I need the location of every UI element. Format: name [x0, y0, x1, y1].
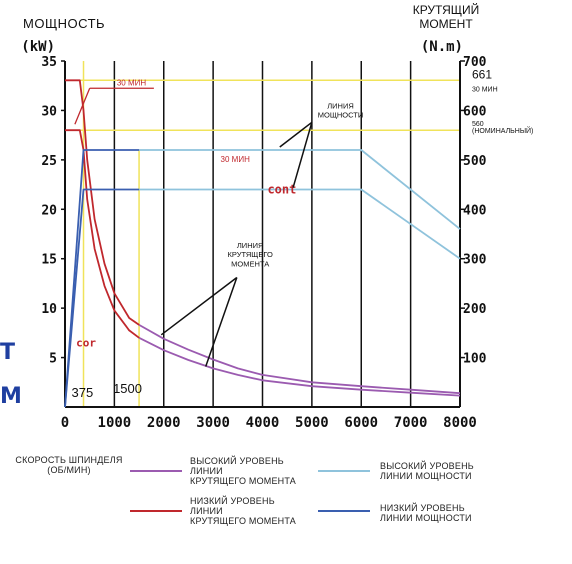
legend-text: КРУТЯЩЕГО МОМЕНТА [190, 516, 296, 526]
annotation-arrow-power [279, 121, 313, 148]
left-tick-label: 15 [41, 253, 57, 268]
annotation-30min-top: 30 МИН [117, 78, 147, 87]
cropped-text-fragment: T [0, 340, 16, 365]
annotation-torque-lines: ЛИНИЯ [237, 241, 264, 250]
annotation-cor: cor [76, 337, 96, 350]
left-axis-title: МОЩНОСТЬ [23, 16, 105, 31]
x-marker-label: 1500 [113, 381, 142, 396]
left-tick-label: 30 [41, 104, 57, 119]
legend-text: ВЫСОКИЙ УРОВЕНЬ [380, 461, 474, 471]
series-line-7 [64, 188, 140, 408]
annotation-power-lines: ЛИНИЯ [327, 101, 354, 110]
x-tick-label: 5000 [295, 415, 329, 431]
right-axis-title: МОМЕНТ [419, 17, 473, 31]
legend-text: ЛИНИИ [190, 466, 223, 476]
annotation-torque-lines: МОМЕНТА [231, 260, 269, 269]
mark-661-value: 661 [472, 67, 492, 81]
legend-text: ЛИНИИ МОЩНОСТИ [380, 513, 472, 523]
series-line-3 [65, 129, 140, 339]
cropped-text-fragment: M [0, 384, 22, 409]
x-tick-label: 3000 [196, 415, 230, 431]
legend-text: НИЗКИЙ УРОВЕНЬ [380, 503, 465, 513]
left-tick-label: 20 [41, 203, 57, 218]
left-tick-label: 35 [41, 55, 57, 70]
legend-high-power: ВЫСОКИЙ УРОВЕНЬ ЛИНИИ МОЩНОСТИ [380, 461, 474, 481]
right-tick-label: 200 [463, 302, 487, 317]
legend-speed-line-1: СКОРОСТЬ ШПИНДЕЛЯ [15, 455, 123, 465]
right-tick-label: 400 [463, 203, 487, 218]
right-tick-label: 500 [463, 154, 487, 169]
mark-560-value: 560 [472, 121, 484, 128]
left-tick-label: 25 [41, 154, 57, 169]
annotation-arrow-power [292, 122, 313, 188]
left-tick-label: 5 [49, 352, 57, 367]
series-line-5 [139, 188, 461, 260]
legend-speed-line-2: (ОБ/МИН) [47, 465, 91, 475]
legend-low-torque: НИЗКИЙ УРОВЕНЬ ЛИНИИ КРУТЯЩЕГО МОМЕНТА [190, 496, 296, 526]
right-tick-label: 100 [463, 352, 487, 367]
mark-560-note: (НОМИНАЛЬНЫЙ) [472, 126, 533, 135]
x-tick-label: 4000 [246, 415, 280, 431]
right-axis-unit: (N.m) [421, 39, 463, 55]
legend-low-power: НИЗКИЙ УРОВЕНЬ ЛИНИИ МОЩНОСТИ [380, 503, 472, 523]
right-tick-label: 300 [463, 253, 487, 268]
series-line-2 [65, 79, 140, 326]
x-tick-label: 1000 [98, 415, 132, 431]
legend-text: НИЗКИЙ УРОВЕНЬ [190, 496, 275, 506]
legend-high-torque: ВЫСОКИЙ УРОВЕНЬ ЛИНИИ КРУТЯЩЕГО МОМЕНТА [190, 456, 296, 486]
annotation-power-lines: МОЩНОСТИ [318, 110, 364, 119]
series-line-6 [64, 149, 140, 408]
annotation-torque-lines: КРУТЯЩЕГО [228, 250, 273, 259]
series-line-4 [139, 149, 461, 230]
legend-text: ВЫСОКИЙ УРОВЕНЬ [190, 456, 284, 466]
legend-x-axis-label: СКОРОСТЬ ШПИНДЕЛЯ (ОБ/МИН) [10, 455, 128, 475]
left-axis-unit: (kW) [21, 39, 55, 55]
legend-text: КРУТЯЩЕГО МОМЕНТА [190, 476, 296, 486]
right-axis-title: КРУТЯЩИЙ [413, 2, 480, 17]
legend-text: ЛИНИИ [190, 506, 223, 516]
x-tick-label: 0 [61, 415, 69, 431]
left-tick-label: 10 [41, 302, 57, 317]
x-tick-label: 8000 [443, 415, 477, 431]
right-tick-label: 700 [463, 55, 487, 70]
x-tick-label: 6000 [344, 415, 378, 431]
x-tick-label: 2000 [147, 415, 181, 431]
legend-swatch-low-torque [130, 510, 182, 512]
annotation-cont: cont [267, 182, 296, 196]
mark-661-note: 30 МИН [472, 86, 498, 93]
x-tick-label: 7000 [394, 415, 428, 431]
annotation-30min-middle: 30 МИН [221, 155, 251, 164]
legend-swatch-low-power [318, 510, 370, 512]
right-tick-label: 600 [463, 104, 487, 119]
annotation-arrow-torque [160, 276, 238, 336]
legend-swatch-high-power [318, 470, 370, 472]
annotation-pointer-30min [74, 88, 91, 125]
x-marker-label: 375 [72, 385, 94, 400]
series-line-1 [138, 336, 461, 397]
annotation-arrow-torque [205, 277, 238, 367]
series-line-0 [138, 324, 461, 395]
legend-text: ЛИНИИ МОЩНОСТИ [380, 471, 472, 481]
legend-swatch-high-torque [130, 470, 182, 472]
